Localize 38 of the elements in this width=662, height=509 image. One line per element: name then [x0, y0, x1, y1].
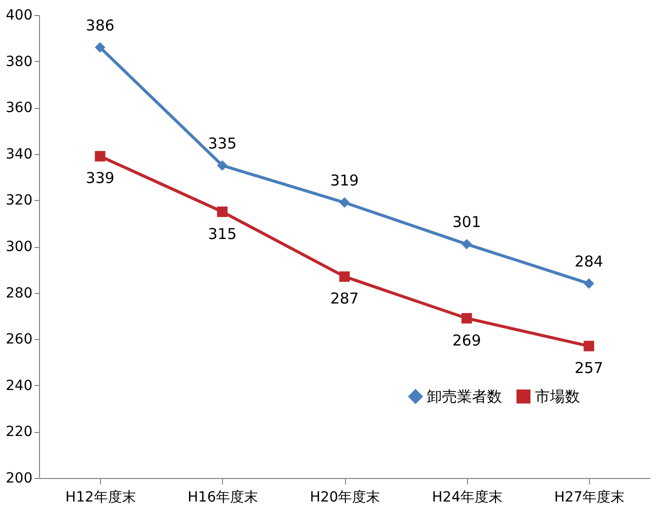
point [217, 206, 228, 218]
data-label: 301 [452, 213, 482, 232]
data-label: 319 [330, 172, 359, 190]
x-tick-label: H27年度末 [554, 490, 625, 506]
y-tick-label: 260 [6, 332, 32, 348]
point [461, 313, 472, 324]
y-tick-label: 300 [6, 239, 32, 255]
data-label: 284 [574, 252, 604, 271]
y-tick-label: 220 [6, 424, 32, 440]
data-label: 386 [86, 16, 114, 34]
point [584, 340, 594, 352]
y-tick-label: 280 [6, 285, 32, 302]
data-label: 315 [208, 224, 237, 243]
point [339, 197, 350, 208]
y-tick-label: 200 [6, 470, 32, 486]
point [94, 42, 106, 53]
point [339, 271, 350, 282]
legend-label: 卸売業者数 [427, 388, 502, 406]
x-tick-label: H20年度末 [310, 490, 380, 506]
data-label: 269 [452, 331, 482, 350]
y-tick-label: 240 [6, 378, 32, 394]
data-label: 335 [208, 134, 237, 152]
y-tick-label: 360 [6, 100, 32, 116]
y-tick-label: 400 [6, 8, 32, 24]
y-tick-label: 380 [6, 54, 32, 70]
point [94, 150, 106, 162]
point [584, 278, 594, 289]
y-tick-label: 320 [6, 192, 32, 209]
x-tick-label: H12年度末 [65, 490, 136, 506]
x-tick-label: H16年度末 [188, 490, 258, 506]
x-tick-label: H24年度末 [432, 490, 502, 506]
data-label: 339 [86, 169, 114, 188]
data-label: 257 [574, 359, 604, 378]
data-label: 287 [330, 290, 359, 308]
point [461, 238, 472, 250]
y-tick-label: 340 [6, 146, 32, 162]
point [217, 160, 228, 171]
legend-label: 市場数 [535, 388, 580, 406]
